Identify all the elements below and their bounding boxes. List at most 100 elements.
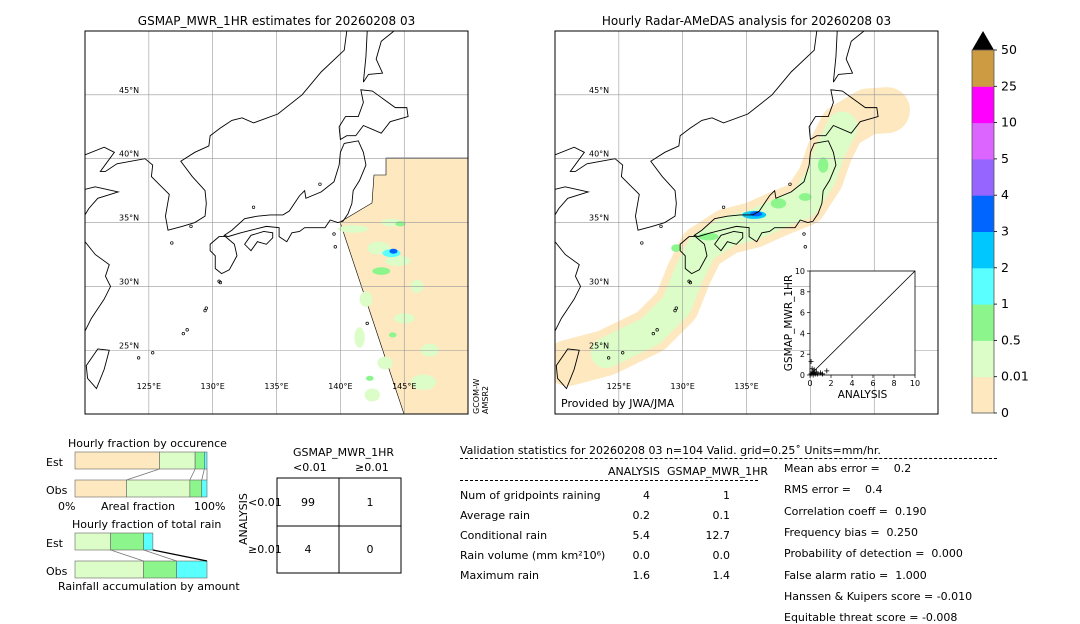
scatter-point	[820, 371, 826, 377]
island	[606, 356, 611, 360]
stats-cell: 0.1	[712, 509, 731, 522]
tick-label: 130°E	[201, 382, 225, 391]
colorbar-swatch	[972, 267, 994, 305]
island	[802, 232, 806, 236]
rain-patch	[385, 255, 411, 266]
rain-area-light	[590, 111, 858, 369]
tick-label: 0	[800, 371, 805, 380]
coastline-kyushu	[679, 236, 708, 275]
satellite-label: GCOM-W AMSR2	[472, 378, 490, 414]
score-item: RMS error = 0.4	[784, 483, 883, 497]
colorbar-label: 3	[1001, 224, 1009, 239]
scatter-point	[808, 371, 814, 377]
tick-label: 6	[870, 379, 875, 388]
stats-cell: 1.6	[632, 569, 651, 582]
colorbar-label: 0	[1001, 405, 1009, 420]
rain-patch	[337, 225, 369, 233]
occ-tick-100: 100%	[194, 500, 226, 513]
island	[136, 356, 141, 360]
island	[621, 351, 625, 355]
tick-label: 4	[800, 329, 805, 338]
colorbar-swatch	[972, 376, 994, 414]
scatter-point	[813, 369, 819, 375]
colorbar-label: 5	[1001, 151, 1009, 166]
tick-label: 125°E	[607, 382, 631, 391]
island	[218, 280, 223, 285]
score-item: Correlation coeff = 0.190	[784, 504, 927, 518]
tick-label: 45°N	[589, 86, 609, 95]
tick-label: 125°E	[137, 382, 161, 391]
rainfrac-title: Hourly fraction of total rain	[72, 518, 222, 531]
fraction-segment	[74, 532, 111, 551]
fraction-segment	[204, 451, 208, 470]
stats-row-label: Rain volume (mm km²10⁶)	[460, 549, 606, 562]
island	[655, 328, 659, 332]
credit-label: Provided by JWA/JMA	[561, 397, 675, 410]
colorbar-label: 2	[1001, 260, 1009, 275]
ct-row-0: <0.01	[248, 496, 282, 509]
stats-cell: 4	[643, 489, 650, 502]
colorbar-swatch	[972, 340, 994, 378]
coastline-mainland	[555, 31, 818, 231]
fraction-segment	[176, 560, 208, 579]
contingency-title: GSMAP_MWR_1HR	[293, 446, 395, 459]
ct-cell: 0	[366, 543, 374, 556]
colorbar-label: 0.01	[1001, 369, 1029, 384]
stats-cell: 1	[723, 489, 730, 502]
stats-cell: 12.7	[705, 529, 731, 542]
rain-patch-heavy	[750, 211, 763, 217]
rain-patch-heavy	[389, 248, 398, 254]
rain-patch	[364, 388, 380, 402]
stats-header: Validation statistics for 20260208 03 n=…	[460, 444, 881, 457]
rain-patch	[365, 375, 374, 381]
ct-col-0: <0.01	[293, 461, 327, 474]
colorbar-swatch	[972, 122, 994, 160]
rain-patch	[770, 198, 787, 209]
island	[803, 245, 807, 249]
tick-label: 8	[800, 288, 805, 297]
ct-cell: 4	[304, 543, 312, 556]
island	[318, 182, 322, 186]
scatter-point	[810, 372, 816, 378]
rf-obs-label: Obs	[46, 565, 68, 578]
fraction-segment	[110, 532, 144, 551]
coastline-sakhalin	[832, 31, 865, 83]
map-panel	[554, 30, 939, 415]
coastline-taiwan	[85, 348, 110, 390]
coastline-hokkaido	[808, 89, 879, 141]
scatter-ylabel: GSMAP_MWR_1HR	[783, 275, 795, 371]
occurrence-title: Hourly fraction by occurence	[68, 437, 227, 450]
tick-label: 8	[891, 379, 896, 388]
stats-row-label: Average rain	[460, 509, 530, 522]
tick-label: 4	[849, 379, 854, 388]
island	[674, 306, 678, 310]
coastline-china2	[555, 241, 582, 332]
fraction-segment	[189, 479, 203, 498]
rain-patch	[354, 327, 365, 348]
map-frame	[554, 30, 939, 415]
ct-col-1: ≥0.01	[355, 461, 389, 474]
coastline-hokkaido	[338, 89, 409, 141]
island	[151, 351, 155, 355]
stats-cell: 0.0	[712, 549, 731, 562]
tick-label: 2	[800, 350, 805, 359]
tick-label: 10	[795, 267, 805, 276]
scatter-xlabel: ANALYSIS	[838, 389, 888, 401]
island	[251, 205, 256, 209]
fraction-segment	[143, 532, 154, 551]
coastline-honshu	[693, 140, 837, 243]
tick-label: 45°N	[119, 86, 139, 95]
map-panel	[84, 30, 469, 415]
island	[203, 309, 207, 313]
tick-label: 2	[828, 379, 833, 388]
fraction-segment	[74, 451, 160, 470]
ct-row-1: ≥0.01	[248, 543, 282, 556]
tick-label: 6	[800, 309, 805, 318]
score-item: Probability of detection = 0.000	[784, 547, 963, 561]
coastline-shikoku	[714, 231, 744, 252]
colorbar-swatch	[972, 86, 994, 124]
colorbar-label: 25	[1001, 78, 1017, 93]
fraction-segment	[194, 451, 205, 470]
island	[688, 280, 693, 285]
